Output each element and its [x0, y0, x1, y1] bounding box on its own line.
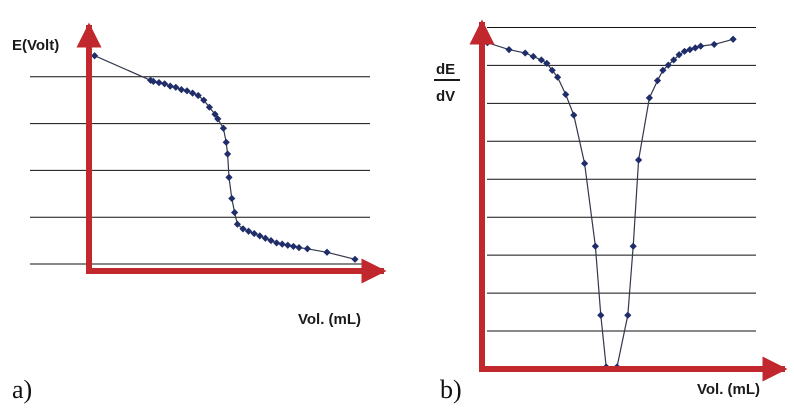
y-axis-label-b-denominator: dV — [436, 88, 455, 105]
data-point-a-35 — [351, 255, 359, 263]
data-point-b-10 — [581, 159, 589, 168]
data-point-a-24 — [250, 229, 258, 238]
data-point-a-34 — [323, 248, 331, 256]
data-point-b-8 — [562, 90, 570, 99]
chart-b: dE dV Vol. (mL) b) — [434, 19, 788, 404]
data-point-a-23 — [245, 227, 253, 235]
data-point-b-6 — [548, 66, 556, 74]
data-point-b-20 — [659, 66, 667, 74]
data-point-b-26 — [691, 44, 699, 52]
data-point-a-6 — [172, 83, 180, 91]
data-point-b-29 — [729, 35, 737, 43]
data-point-a-32 — [295, 244, 303, 252]
derivative-curve-b — [487, 38, 734, 368]
data-point-a-12 — [205, 103, 213, 111]
data-point-a-8 — [183, 87, 191, 95]
data-point-b-21 — [664, 61, 672, 69]
gridlines-b — [487, 26, 756, 370]
data-point-a-28 — [273, 239, 281, 247]
data-point-b-27 — [697, 42, 705, 50]
data-point-a-14 — [214, 115, 222, 123]
data-point-a-2 — [149, 77, 157, 86]
data-point-b-9 — [570, 111, 578, 119]
data-point-a-22 — [239, 225, 247, 233]
data-markers-a — [91, 52, 359, 263]
data-point-a-13 — [211, 110, 219, 118]
data-point-a-3 — [155, 79, 163, 87]
data-point-a-31 — [289, 242, 297, 251]
data-point-a-33 — [303, 245, 311, 253]
data-markers-b — [483, 35, 737, 371]
data-point-b-17 — [635, 156, 643, 164]
data-point-b-22 — [670, 56, 678, 64]
gridlines-a — [30, 76, 370, 265]
data-point-a-11 — [200, 96, 208, 104]
data-point-a-4 — [161, 80, 169, 88]
data-point-a-0 — [91, 52, 99, 60]
data-point-a-10 — [194, 91, 202, 100]
data-point-a-5 — [166, 82, 174, 90]
data-point-b-19 — [653, 77, 662, 85]
data-point-b-25 — [686, 46, 694, 54]
data-point-a-16 — [222, 138, 230, 146]
data-point-b-15 — [624, 311, 632, 319]
data-point-a-19 — [228, 194, 236, 203]
data-point-a-15 — [219, 124, 227, 132]
chart-a: E(Volt) Vol. (mL) a) — [12, 22, 387, 404]
x-axis-label-a: Vol. (mL) — [298, 311, 361, 328]
x-axis-label-b: Vol. (mL) — [697, 381, 760, 398]
data-point-b-3 — [529, 52, 537, 61]
data-point-b-7 — [554, 73, 562, 81]
data-point-a-18 — [225, 173, 233, 181]
titration-curve-a — [94, 55, 356, 260]
data-point-b-23 — [675, 51, 683, 59]
data-point-a-21 — [233, 220, 241, 228]
data-point-b-28 — [710, 40, 718, 49]
y-axis-label-b-numerator: dE — [436, 61, 455, 78]
data-point-a-26 — [261, 234, 269, 242]
y-axis-label-a: E(Volt) — [12, 37, 59, 54]
panel-label-b: b) — [440, 375, 462, 404]
data-point-b-2 — [521, 49, 529, 57]
data-point-a-17 — [224, 150, 232, 158]
panel-label-a: a) — [12, 375, 32, 404]
data-point-a-25 — [256, 232, 264, 240]
data-point-b-16 — [629, 242, 637, 250]
data-point-b-12 — [597, 311, 605, 319]
data-point-b-4 — [537, 56, 545, 64]
data-point-a-29 — [278, 240, 286, 248]
data-point-b-24 — [680, 47, 689, 55]
data-point-a-27 — [267, 236, 275, 245]
data-point-b-5 — [543, 59, 551, 67]
data-point-b-18 — [645, 94, 653, 102]
data-point-a-9 — [189, 89, 197, 97]
data-point-a-30 — [284, 241, 292, 249]
data-point-a-20 — [231, 208, 239, 217]
data-point-a-7 — [177, 86, 185, 94]
data-point-b-1 — [505, 46, 513, 54]
data-point-b-11 — [591, 242, 599, 250]
